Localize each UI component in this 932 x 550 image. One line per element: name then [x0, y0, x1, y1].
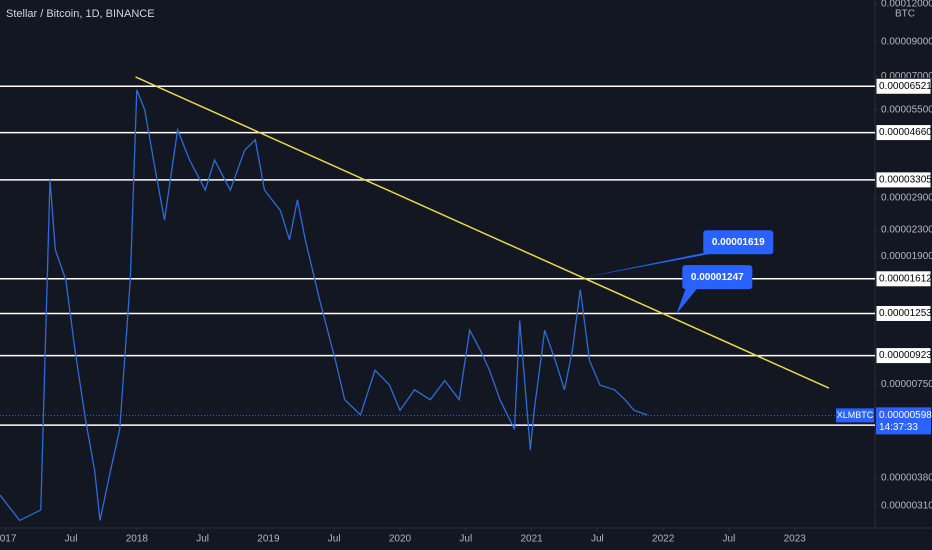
x-tick-label: 2018	[126, 534, 149, 545]
level-label: 0.00001612	[879, 273, 932, 284]
level-label: 0.00000923	[879, 350, 932, 361]
callout-tail	[676, 287, 699, 315]
x-tick-label: Jul	[65, 534, 78, 545]
price-line	[0, 89, 648, 522]
level-label: 0.00003305	[879, 175, 932, 186]
symbol-label: XLMBTC	[837, 410, 874, 420]
x-tick-label: Jul	[591, 534, 604, 545]
y-tick-label: 0.00009000	[881, 37, 932, 48]
x-tick-label: 2020	[389, 534, 412, 545]
y-tick-label: 0.00001900	[881, 251, 932, 262]
x-tick-label: Jul	[328, 534, 341, 545]
level-label-box	[875, 77, 932, 95]
callout-box	[703, 230, 774, 255]
y-tick-label: 0.00005500	[881, 104, 932, 115]
x-tick-label: 2022	[652, 534, 675, 545]
y-tick-label: 0.00007000	[881, 71, 932, 82]
callout-label: 0.00001619	[712, 237, 765, 248]
y-tick-label: 0.00000310	[881, 501, 932, 512]
x-tick-label: 2017	[0, 534, 17, 545]
countdown-label: 14:37:33	[879, 422, 918, 433]
x-tick-label: Jul	[723, 534, 736, 545]
y-tick-label: 0.00002300	[881, 224, 932, 235]
level-label-box	[875, 270, 932, 288]
y-tick-label: 0.00000750	[881, 379, 932, 390]
symbol-box	[836, 408, 874, 423]
x-tick-label: 2021	[520, 534, 543, 545]
current-price-box	[876, 407, 931, 435]
level-label: 0.00004660	[879, 127, 932, 138]
level-label-box	[875, 171, 932, 189]
y-tick-label: 0.00012000	[881, 0, 932, 10]
y-tick-label: 0.00002900	[881, 193, 932, 204]
callout-box	[682, 265, 753, 290]
level-label-box	[875, 124, 932, 142]
level-label: 0.00001253	[879, 308, 932, 319]
y-tick-label: 0.00000380	[881, 472, 932, 483]
level-label: 0.00006521	[879, 81, 932, 92]
current-price-label: 0.00000598	[879, 410, 932, 421]
x-tick-label: 2019	[257, 534, 280, 545]
trend-line	[135, 76, 830, 389]
callout-label: 0.00001247	[691, 272, 744, 283]
callout-tail	[580, 252, 720, 279]
y-unit: BTC	[895, 9, 915, 20]
x-tick-label: Jul	[196, 534, 209, 545]
chart-title: Stellar / Bitcoin, 1D, BINANCE	[6, 8, 155, 20]
x-tick-label: Jul	[459, 534, 472, 545]
x-tick-label: 2023	[784, 534, 807, 545]
level-label-box	[875, 347, 932, 365]
level-label-box	[875, 304, 932, 322]
